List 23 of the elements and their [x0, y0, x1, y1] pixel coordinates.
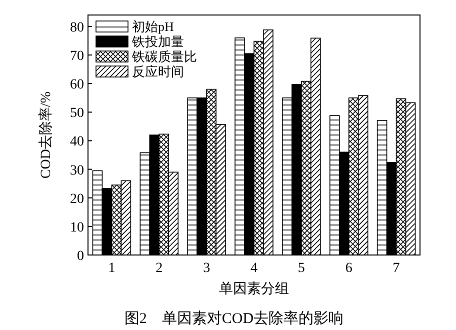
x-tick-label: 5 — [298, 261, 305, 276]
y-tick-label: 0 — [77, 249, 84, 264]
text: 图2 单因素对COD去除率的影响 — [124, 310, 344, 327]
y-tick-label: 30 — [70, 163, 84, 178]
x-axis-title: 单因素分组 — [219, 281, 289, 297]
y-tick-label: 60 — [70, 78, 84, 93]
x-tick-label: 7 — [392, 261, 400, 276]
y-axis-title: COD去除率/% — [38, 91, 54, 179]
legend-label: 初始pH — [132, 19, 174, 34]
x-tick-label: 3 — [203, 261, 210, 276]
y-tick-label: 20 — [70, 192, 84, 207]
y-tick-label: 80 — [70, 20, 84, 36]
x-tick-label: 4 — [250, 261, 258, 276]
x-tick-label: 1 — [108, 261, 116, 276]
legend-label: 铁碳质量比 — [131, 49, 197, 64]
x-tick-label: 6 — [345, 261, 352, 276]
legend-label: 反应时间 — [132, 64, 184, 79]
x-tick-label: 2 — [156, 261, 163, 276]
legend-label: 铁投加量 — [131, 34, 184, 49]
y-tick-label: 50 — [70, 106, 84, 122]
y-tick-label: 40 — [70, 134, 84, 150]
y-tick-label: 70 — [70, 49, 84, 64]
y-tick-label: 10 — [70, 220, 84, 236]
